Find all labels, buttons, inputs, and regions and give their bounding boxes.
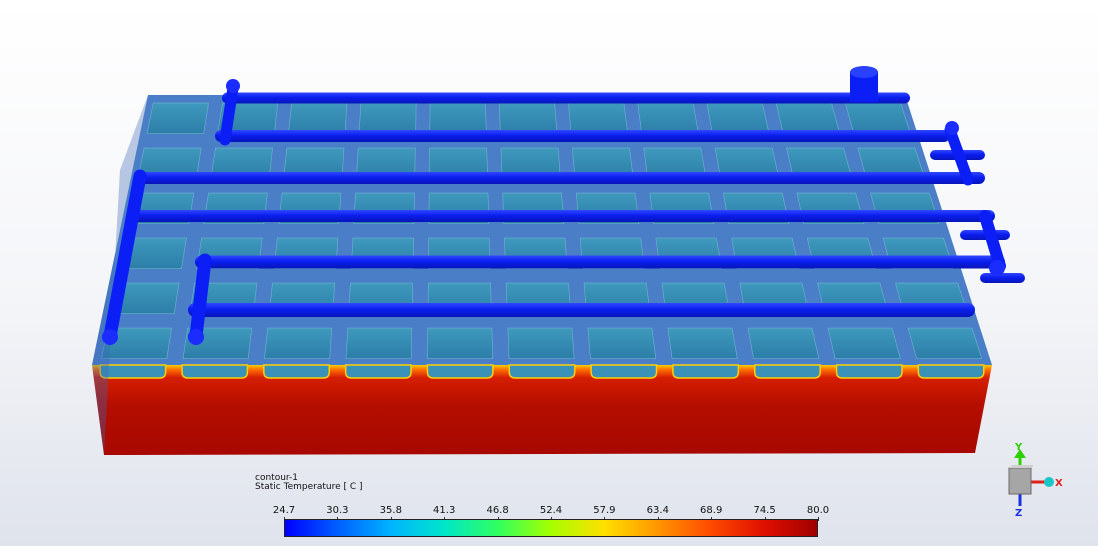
triad-cube [1008,467,1032,495]
cooling-tube-run [222,92,910,104]
battery-cell-top [637,102,699,134]
battery-cell-top [498,102,558,134]
cooling-tube-run [188,303,975,317]
x-axis-tip [1044,477,1054,487]
battery-cell-top [264,327,333,360]
battery-cell-top [706,102,770,134]
tube-end-cap [945,121,959,135]
battery-cell-top [667,327,738,360]
pack-left-face [92,95,148,455]
colorbar-tick-label: 30.3 [326,505,349,516]
axis-triad[interactable]: Y X Z [995,440,1065,520]
battery-cell-top [427,327,494,360]
colorbar-tick-label: 68.9 [700,505,723,516]
cooling-tube-run [195,255,1005,269]
cooling-tube-riser [944,124,974,186]
cooling-tube-riser [189,253,212,343]
triad-cube-top [1009,465,1034,468]
colorbar-tick-label: 35.8 [379,505,402,516]
battery-cell-top [288,102,348,134]
battery-cell-top [844,102,911,134]
battery-cell-top [827,327,901,360]
colorbar-tick-label: 46.8 [486,505,509,516]
temperature-colorbar [284,519,818,537]
battery-cell-top [775,102,841,134]
battery-cell-top [568,102,629,134]
cell-bottom-profile [753,364,821,379]
coolant-inlet-cap [850,66,878,78]
y-axis-arrow [1014,449,1026,458]
cell-bottom-profile [344,364,412,379]
colorbar-tick-label: 52.4 [539,505,563,516]
cell-bottom-profile [508,364,576,379]
cell-bottom-profile [181,364,249,379]
colorbar-tick-label: 80.0 [806,505,830,516]
cooling-tube-riser [219,82,239,146]
cooling-tube-run [128,210,995,222]
colorbar-tick-mark [818,517,819,521]
cooling-tube-network [102,66,1025,345]
hot-block-front-face [92,365,992,455]
colorbar-tick-label: 74.5 [753,505,776,516]
battery-cell-top [101,327,173,360]
tube-end-cap [188,329,204,345]
battery-cell-top [907,327,983,360]
battery-cell-top [345,327,413,360]
cell-bottom-profile [917,364,985,379]
battery-cell-top [587,327,657,360]
cooling-tube-run [215,130,950,142]
cell-bottom-profile [263,364,331,379]
battery-cell-top [747,327,820,360]
legend-contour-name: contour-1 [255,473,298,483]
cooling-tube-riser [103,169,147,343]
legend-quantity-label: Static Temperature [ C ] [255,482,363,492]
cell-bottom-profile [590,364,658,379]
colorbar-tick-label: 57.9 [593,505,616,516]
battery-cell-top [358,102,417,134]
x-axis-label: X [1055,478,1063,489]
battery-cell-top [146,102,209,134]
colorbar-tick-label: 63.4 [646,505,669,516]
tube-end-cap [226,79,240,93]
battery-cell-top [507,327,575,360]
cell-bottom-profile [672,364,740,379]
cooling-tube-stub [980,273,1025,283]
tube-end-cap [989,260,1005,276]
cell-bottom-profile [99,364,167,379]
cooling-tube-riser [979,210,1006,272]
z-axis-label: Z [1015,508,1022,519]
cell-bottom-profile [426,364,494,379]
colorbar-tick-label: 24.7 [272,505,296,516]
battery-cell-top [429,102,487,134]
cooling-tube-run [135,172,985,184]
colorbar-tick-label: 41.3 [433,505,456,516]
tube-end-cap [102,329,118,345]
cell-gap-marks [99,364,985,379]
y-axis-label: Y [1014,442,1023,453]
cell-bottom-profile [835,364,903,379]
